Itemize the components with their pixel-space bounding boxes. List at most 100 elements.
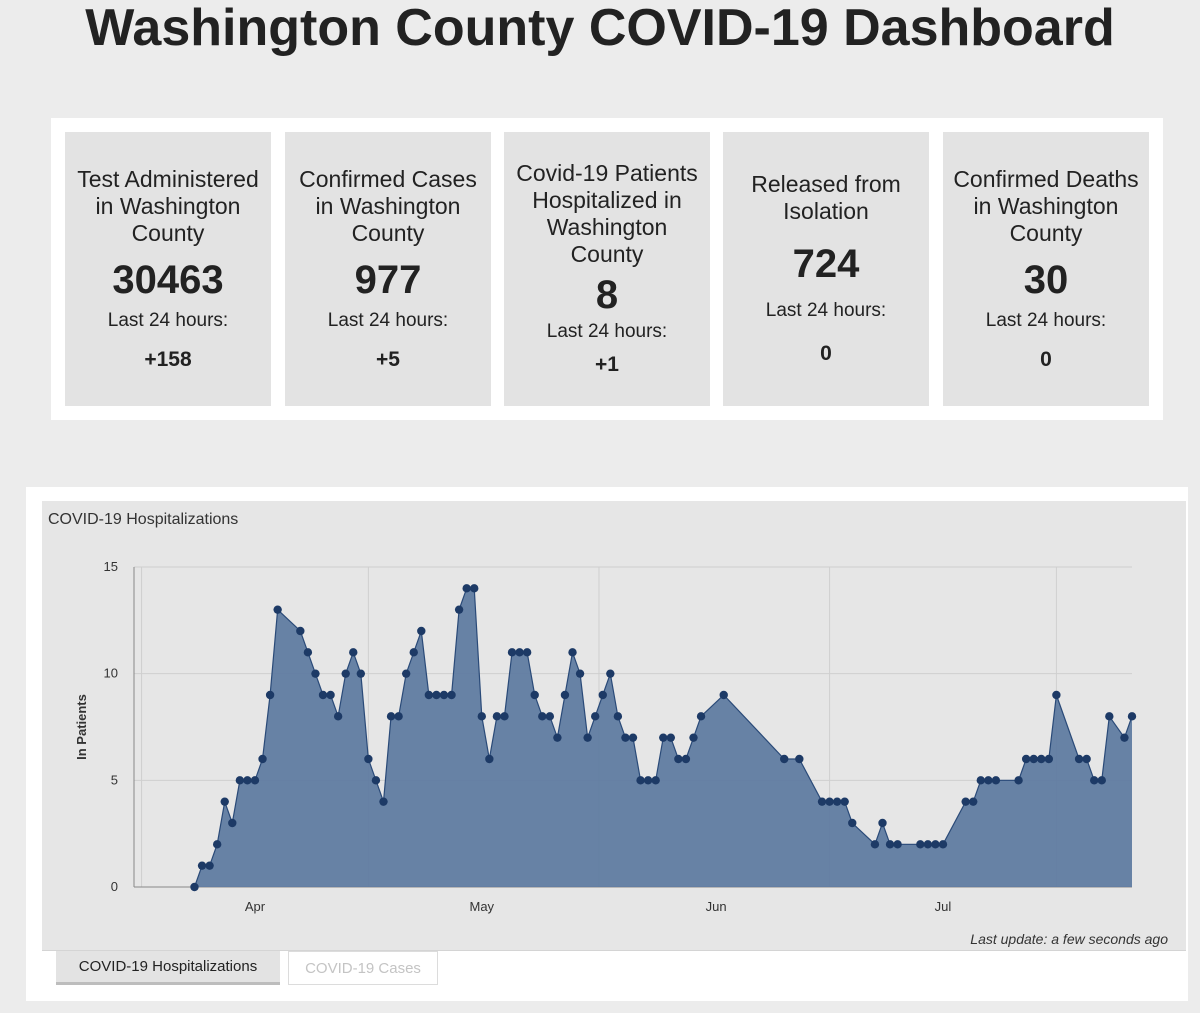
data-point (379, 797, 388, 806)
last-update-text: Last update: a few seconds ago (970, 931, 1168, 947)
data-point (341, 669, 350, 678)
data-point (825, 797, 834, 806)
data-point (931, 840, 940, 849)
data-point (311, 669, 320, 678)
y-axis-label: In Patients (74, 694, 89, 760)
data-point (197, 861, 207, 870)
y-tick-label: 5 (111, 772, 118, 787)
data-point (1074, 754, 1084, 764)
data-point (417, 626, 426, 636)
stats-panel: Test Administered in Washington County 3… (51, 118, 1163, 420)
data-point (666, 733, 676, 742)
stat-card-hospitalized: Covid-19 Patients Hospitalized in Washin… (504, 132, 710, 406)
data-point (303, 648, 313, 657)
tab-covid-cases[interactable]: COVID-19 Cases (288, 951, 438, 985)
data-point (893, 840, 902, 849)
data-point (1105, 712, 1114, 721)
data-point (235, 776, 245, 785)
data-point (538, 712, 547, 721)
y-tick-label: 15 (104, 559, 118, 574)
data-point (840, 797, 849, 806)
stat-label: Test Administered in Washington County (77, 165, 259, 246)
x-tick-label: Apr (245, 899, 266, 914)
data-point (719, 690, 728, 700)
data-point (424, 690, 434, 700)
data-point (349, 648, 358, 657)
stat-delta: +5 (376, 347, 400, 371)
x-tick-label: Jun (706, 899, 727, 914)
stat-sub-label: Last 24 hours: (765, 300, 887, 321)
data-point (598, 690, 607, 700)
stat-card-cases: Confirmed Cases in Washington County 977… (285, 132, 491, 406)
data-point (969, 797, 978, 806)
data-point (553, 733, 562, 742)
data-point (1052, 690, 1061, 700)
data-point (212, 840, 222, 849)
chart-area: COVID-19 Hospitalizations 0 5 10 15 Apr May Ju… (42, 501, 1186, 951)
data-point (250, 776, 260, 785)
data-point (832, 797, 842, 806)
data-point (258, 754, 267, 764)
data-point (432, 690, 441, 700)
data-point (696, 712, 706, 721)
data-point (991, 776, 1001, 785)
data-point (681, 754, 691, 764)
data-point (515, 648, 524, 657)
data-point (689, 733, 698, 742)
data-point (606, 669, 615, 678)
stat-sub-label: Last 24 hours: (546, 321, 668, 342)
data-point (522, 648, 532, 657)
data-point (386, 712, 396, 721)
stat-label: Released from Isolation (751, 171, 901, 224)
data-point (590, 712, 600, 721)
stat-sub-label: Last 24 hours: (985, 309, 1107, 331)
stat-value: 724 (792, 242, 860, 286)
stat-delta: +1 (595, 353, 619, 376)
data-point (780, 754, 789, 764)
tab-covid-hospitalizations[interactable]: COVID-19 Hospitalizations (56, 951, 280, 985)
data-point (485, 754, 494, 764)
data-point (394, 712, 403, 721)
data-point (477, 712, 486, 721)
stat-delta: 0 (820, 342, 832, 365)
data-point (1082, 754, 1091, 764)
data-point (371, 776, 381, 785)
data-point (364, 754, 373, 764)
data-point (651, 776, 660, 785)
data-point (817, 797, 827, 806)
series-area (194, 588, 1132, 887)
data-point (1097, 776, 1106, 785)
data-point (795, 754, 804, 764)
data-point (938, 840, 948, 849)
data-point (1029, 754, 1038, 764)
stat-label: Confirmed Deaths in Washington County (953, 165, 1139, 246)
data-point (500, 712, 509, 721)
data-point (401, 669, 411, 678)
data-point (1014, 776, 1023, 785)
stat-sub-label: Last 24 hours: (327, 309, 449, 331)
stat-card-tests: Test Administered in Washington County 3… (65, 132, 271, 406)
data-point (507, 648, 517, 657)
data-point (1037, 754, 1046, 764)
stat-value: 30 (1023, 257, 1069, 302)
hospitalizations-chart: 0 5 10 15 Apr May Jun Jul In Patients (74, 559, 1137, 914)
data-point (190, 882, 199, 892)
data-point (228, 818, 237, 828)
stat-value: 977 (354, 257, 422, 302)
data-point (545, 712, 555, 721)
stat-label: Confirmed Cases in Washington County (299, 165, 477, 246)
data-point (470, 584, 479, 593)
tab-divider (42, 950, 1186, 951)
data-point (885, 840, 895, 849)
data-point (333, 712, 343, 721)
data-point (976, 776, 985, 785)
data-point (961, 797, 970, 806)
stat-value: 30463 (112, 257, 224, 302)
data-point (568, 648, 577, 657)
data-point (848, 818, 857, 828)
data-point (326, 690, 335, 700)
stat-label: Covid-19 Patients Hospitalized in Washin… (516, 160, 698, 267)
data-point (613, 712, 623, 721)
stat-delta: +158 (144, 347, 192, 371)
data-point (916, 840, 925, 849)
